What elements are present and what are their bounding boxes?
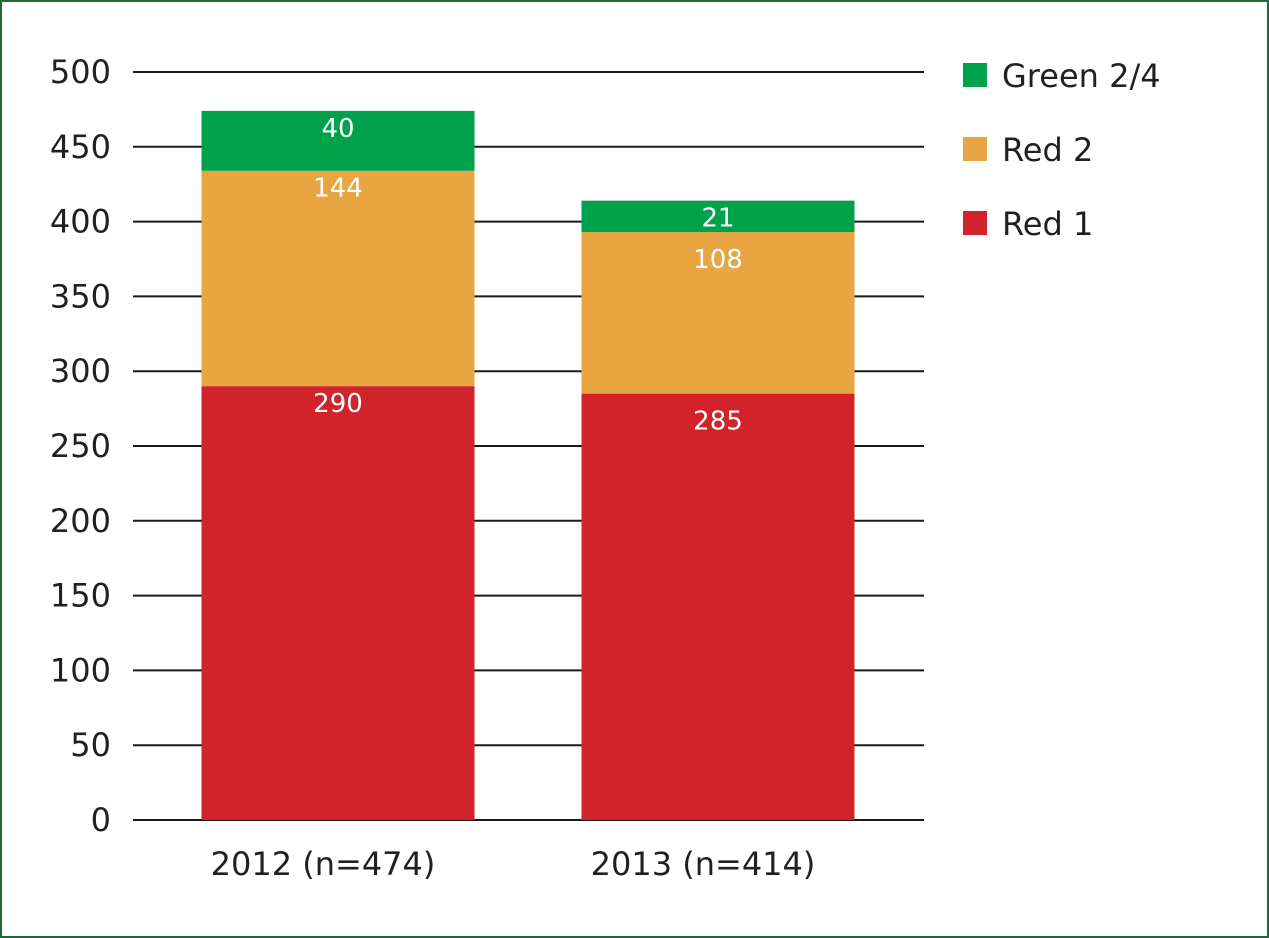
data-label: 144	[313, 174, 363, 204]
y-tick-label: 50	[70, 726, 111, 764]
bar-segment	[201, 386, 475, 820]
legend-swatch	[963, 63, 987, 87]
bar-segment	[201, 170, 475, 387]
y-tick-label: 150	[50, 577, 111, 615]
data-label: 21	[701, 204, 734, 234]
bars: 290 144 40 285 108 21	[201, 110, 855, 820]
y-tick-label: 300	[50, 352, 111, 390]
y-tick-label: 0	[91, 801, 111, 839]
legend: Green 2/4 Red 2 Red 1	[963, 57, 1161, 243]
x-category-label: 2012 (n=474)	[211, 845, 436, 883]
legend-label: Green 2/4	[1002, 57, 1161, 95]
y-tick-label: 500	[50, 53, 111, 91]
legend-label: Red 2	[1002, 131, 1093, 169]
y-tick-label: 200	[50, 502, 111, 540]
x-category-label: 2013 (n=414)	[591, 845, 816, 883]
y-tick-label: 100	[50, 651, 111, 689]
bar-segment	[581, 232, 855, 394]
y-tick-label: 450	[50, 128, 111, 166]
legend-swatch	[963, 211, 987, 235]
bar-segment	[581, 393, 855, 820]
y-tick-label: 250	[50, 427, 111, 465]
legend-label: Red 1	[1002, 205, 1093, 243]
y-tick-label: 400	[50, 203, 111, 241]
legend-swatch	[963, 137, 987, 161]
bar-segment	[201, 110, 475, 171]
y-tick-label: 350	[50, 277, 111, 315]
bar-segment	[581, 200, 855, 233]
x-axis-categories: 2012 (n=474) 2013 (n=414)	[211, 845, 816, 883]
data-label: 285	[693, 407, 743, 437]
data-label: 290	[313, 389, 363, 419]
data-label: 40	[321, 114, 354, 144]
y-axis-ticks: 0 50 100 150 200 250 300 350 400 450 500	[50, 53, 111, 839]
data-label: 108	[693, 245, 743, 275]
